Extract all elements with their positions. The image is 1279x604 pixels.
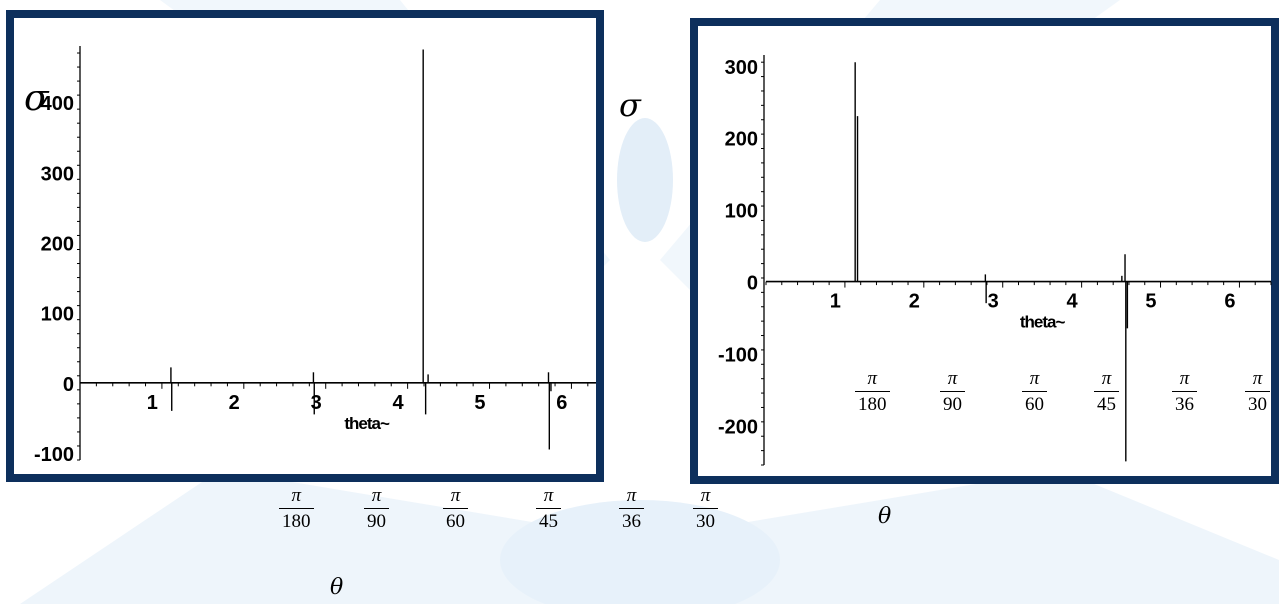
y-tick-label: 100 <box>41 304 74 326</box>
y-tick-label: 100 <box>725 201 758 223</box>
fraction-numerator: π <box>1101 368 1112 389</box>
pi-fraction: π 180 <box>279 486 314 531</box>
pi-fraction: π 45 <box>1094 369 1119 414</box>
y-tick-label: -200 <box>718 416 758 438</box>
pi-fraction: π 90 <box>940 369 965 414</box>
pi-fraction: π 30 <box>1245 369 1270 414</box>
pi-fraction: π 36 <box>1172 369 1197 414</box>
fraction-denominator: 90 <box>940 391 965 414</box>
theta-label-bottom: θ <box>330 575 344 600</box>
pi-fraction: π 90 <box>364 486 389 531</box>
y-tick-label: 200 <box>41 233 74 255</box>
y-tick-label: 200 <box>725 129 758 151</box>
fraction-denominator: 30 <box>1245 391 1270 414</box>
x-axis-title: theta~ <box>1020 313 1066 332</box>
left-plot-frame: -100 0 100 200 300 400 1 2 3 4 5 6 theta~ σ <box>6 10 604 482</box>
x-tick-label: 1 <box>830 291 841 313</box>
x-tick-label: 6 <box>556 392 567 414</box>
fraction-numerator: π <box>450 485 461 506</box>
x-tick-label: 5 <box>474 392 485 414</box>
x-tick-label: 4 <box>1067 291 1079 313</box>
fraction-numerator: π <box>1252 368 1263 389</box>
y-tick-label: 400 <box>41 93 74 115</box>
x-tick-label: 4 <box>392 392 404 414</box>
y-tick-label: -100 <box>34 444 74 466</box>
right-plot-frame: -200 -100 0 100 200 300 1 2 3 4 5 6 theta~ <box>690 18 1279 484</box>
y-tick-label: 0 <box>747 273 758 295</box>
fraction-numerator: π <box>371 485 382 506</box>
sigma-label-middle: σ <box>619 86 641 124</box>
theta-label-right: θ <box>878 504 892 529</box>
x-axis-title: theta~ <box>344 414 390 433</box>
x-tick-label: 6 <box>1224 291 1235 313</box>
y-tick-label: 0 <box>63 374 74 396</box>
fraction-denominator: 45 <box>1094 391 1119 414</box>
pi-fraction: π 60 <box>443 486 468 531</box>
x-tick-label: 3 <box>988 291 999 313</box>
fraction-denominator: 60 <box>1022 391 1047 414</box>
x-tick-label: 1 <box>147 392 158 414</box>
fraction-numerator: π <box>1029 368 1040 389</box>
fraction-numerator: π <box>1179 368 1190 389</box>
fraction-denominator: 60 <box>443 508 468 531</box>
x-tick-label: 2 <box>229 392 240 414</box>
pi-fraction: π 30 <box>693 486 718 531</box>
fraction-numerator: π <box>291 485 302 506</box>
fraction-denominator: 180 <box>279 508 314 531</box>
sigma-label-left: σ <box>24 78 49 119</box>
pi-fraction: π 45 <box>536 486 561 531</box>
x-tick-label: 3 <box>311 392 322 414</box>
x-tick-label: 2 <box>909 291 920 313</box>
fraction-denominator: 45 <box>536 508 561 531</box>
fraction-numerator: π <box>947 368 958 389</box>
y-tick-label: 300 <box>41 163 74 185</box>
fraction-denominator: 90 <box>364 508 389 531</box>
y-tick-label: 300 <box>725 57 758 79</box>
left-chart: -100 0 100 200 300 400 1 2 3 4 5 6 theta~ <box>34 46 596 466</box>
fraction-numerator: π <box>700 485 711 506</box>
pi-fraction: π 180 <box>855 369 890 414</box>
fraction-denominator: 30 <box>693 508 718 531</box>
fraction-denominator: 36 <box>619 508 644 531</box>
fraction-denominator: 180 <box>855 391 890 414</box>
y-tick-label: -100 <box>718 345 758 367</box>
pi-fraction: π 60 <box>1022 369 1047 414</box>
pi-fraction: π 36 <box>619 486 644 531</box>
fraction-numerator: π <box>626 485 637 506</box>
fraction-denominator: 36 <box>1172 391 1197 414</box>
x-tick-label: 5 <box>1145 291 1156 313</box>
fraction-numerator: π <box>867 368 878 389</box>
fraction-numerator: π <box>543 485 554 506</box>
